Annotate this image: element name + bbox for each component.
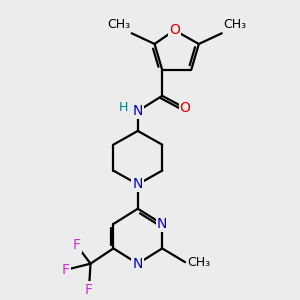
Text: N: N	[133, 257, 143, 271]
Text: N: N	[133, 104, 143, 118]
Text: CH₃: CH₃	[107, 18, 130, 31]
Text: O: O	[180, 101, 190, 115]
Text: CH₃: CH₃	[188, 256, 211, 268]
Text: F: F	[73, 238, 81, 252]
Text: N: N	[133, 177, 143, 191]
Text: F: F	[62, 263, 70, 277]
Text: O: O	[169, 23, 180, 37]
Text: F: F	[85, 283, 93, 297]
Text: CH₃: CH₃	[223, 18, 246, 31]
Text: N: N	[157, 217, 167, 231]
Text: H: H	[119, 101, 128, 114]
